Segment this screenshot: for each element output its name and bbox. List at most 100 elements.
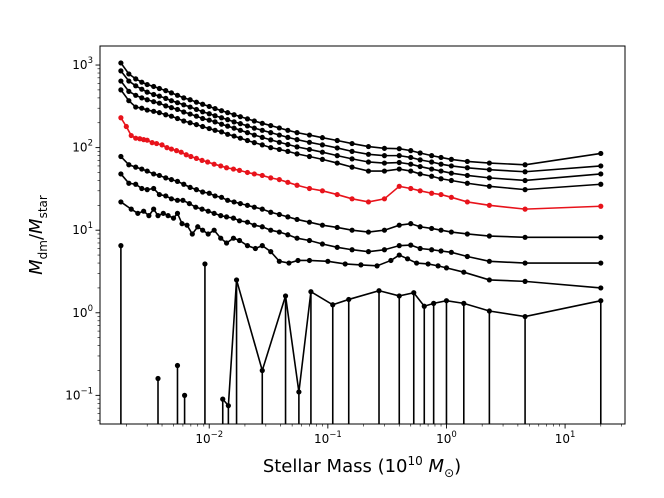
data-point [396,222,402,228]
data-point [334,191,340,198]
data-point [259,243,265,249]
data-point [598,285,604,291]
data-point [156,93,162,99]
data-point [174,197,181,203]
data-point [342,261,348,267]
data-point [168,98,175,104]
data-point [334,153,340,159]
data-point [174,362,181,369]
data-point [330,302,336,308]
data-point [598,163,604,169]
data-point [251,171,257,177]
data-point [168,113,175,119]
data-point [396,252,402,258]
data-point [448,177,454,184]
data-point [244,243,251,249]
data-point [259,142,265,148]
data-point [187,97,193,103]
data-point [244,202,251,208]
data-point [408,161,414,167]
data-point [381,153,388,159]
data-point [205,231,211,237]
data-point [429,190,435,196]
y-tick-label: 102 [72,139,93,155]
data-point [244,123,251,129]
data-point [259,367,265,374]
series-curve-6 [118,87,604,193]
data-point [139,166,145,172]
data-point [285,134,291,140]
data-point [294,144,300,150]
series-curve-3 [118,171,604,266]
data-point [408,168,414,174]
data-point [429,166,435,172]
data-point [220,396,226,402]
data-point [598,260,604,266]
data-point [199,157,205,164]
data-point [448,156,454,162]
series-curve-7 [118,78,604,184]
data-point [230,235,237,241]
data-point [189,231,195,237]
data-point [411,290,417,296]
data-point [174,92,181,98]
data-point [396,166,402,172]
data-point [486,258,492,264]
series-curve-9 [118,60,604,168]
data-point [429,153,435,159]
data-point [268,137,274,143]
series-layer [118,60,604,424]
data-point [294,182,300,188]
data-point [282,293,289,299]
data-point [448,163,454,169]
data-point [163,95,169,101]
data-point [464,172,470,179]
data-point [381,247,388,253]
data-point [276,229,282,235]
data-point [200,189,206,195]
data-point [285,179,291,185]
data-point [438,154,444,161]
data-point [276,211,282,218]
data-point [334,244,340,250]
data-point [381,160,388,166]
series-curve-4 [118,153,604,240]
data-point [211,210,217,216]
data-point [334,160,340,166]
data-point [231,119,237,125]
data-point [306,153,313,160]
data-point [151,83,157,90]
data-point [182,392,188,398]
data-point [231,125,237,131]
data-point [181,109,187,115]
data-point [118,199,124,205]
data-point [276,139,282,145]
data-point [429,159,435,165]
data-point [448,229,454,235]
data-point [193,106,200,113]
data-point [598,298,604,304]
data-point [413,260,420,266]
data-point [151,99,157,105]
data-point [486,160,492,166]
data-point [156,85,162,92]
data-point [118,243,124,249]
data-point [417,224,423,230]
data-point [200,115,206,122]
data-point [193,113,200,119]
data-point [448,194,454,200]
data-point [349,196,355,202]
series-curve-red [118,115,604,212]
data-point [139,95,145,101]
data-point [404,256,411,262]
data-point [464,231,470,237]
data-point [151,206,157,212]
data-point [144,107,150,113]
data-point [334,145,340,151]
data-point [325,258,331,264]
data-point [206,125,212,132]
data-point [276,176,282,183]
data-point [144,168,150,174]
data-point [306,146,313,153]
